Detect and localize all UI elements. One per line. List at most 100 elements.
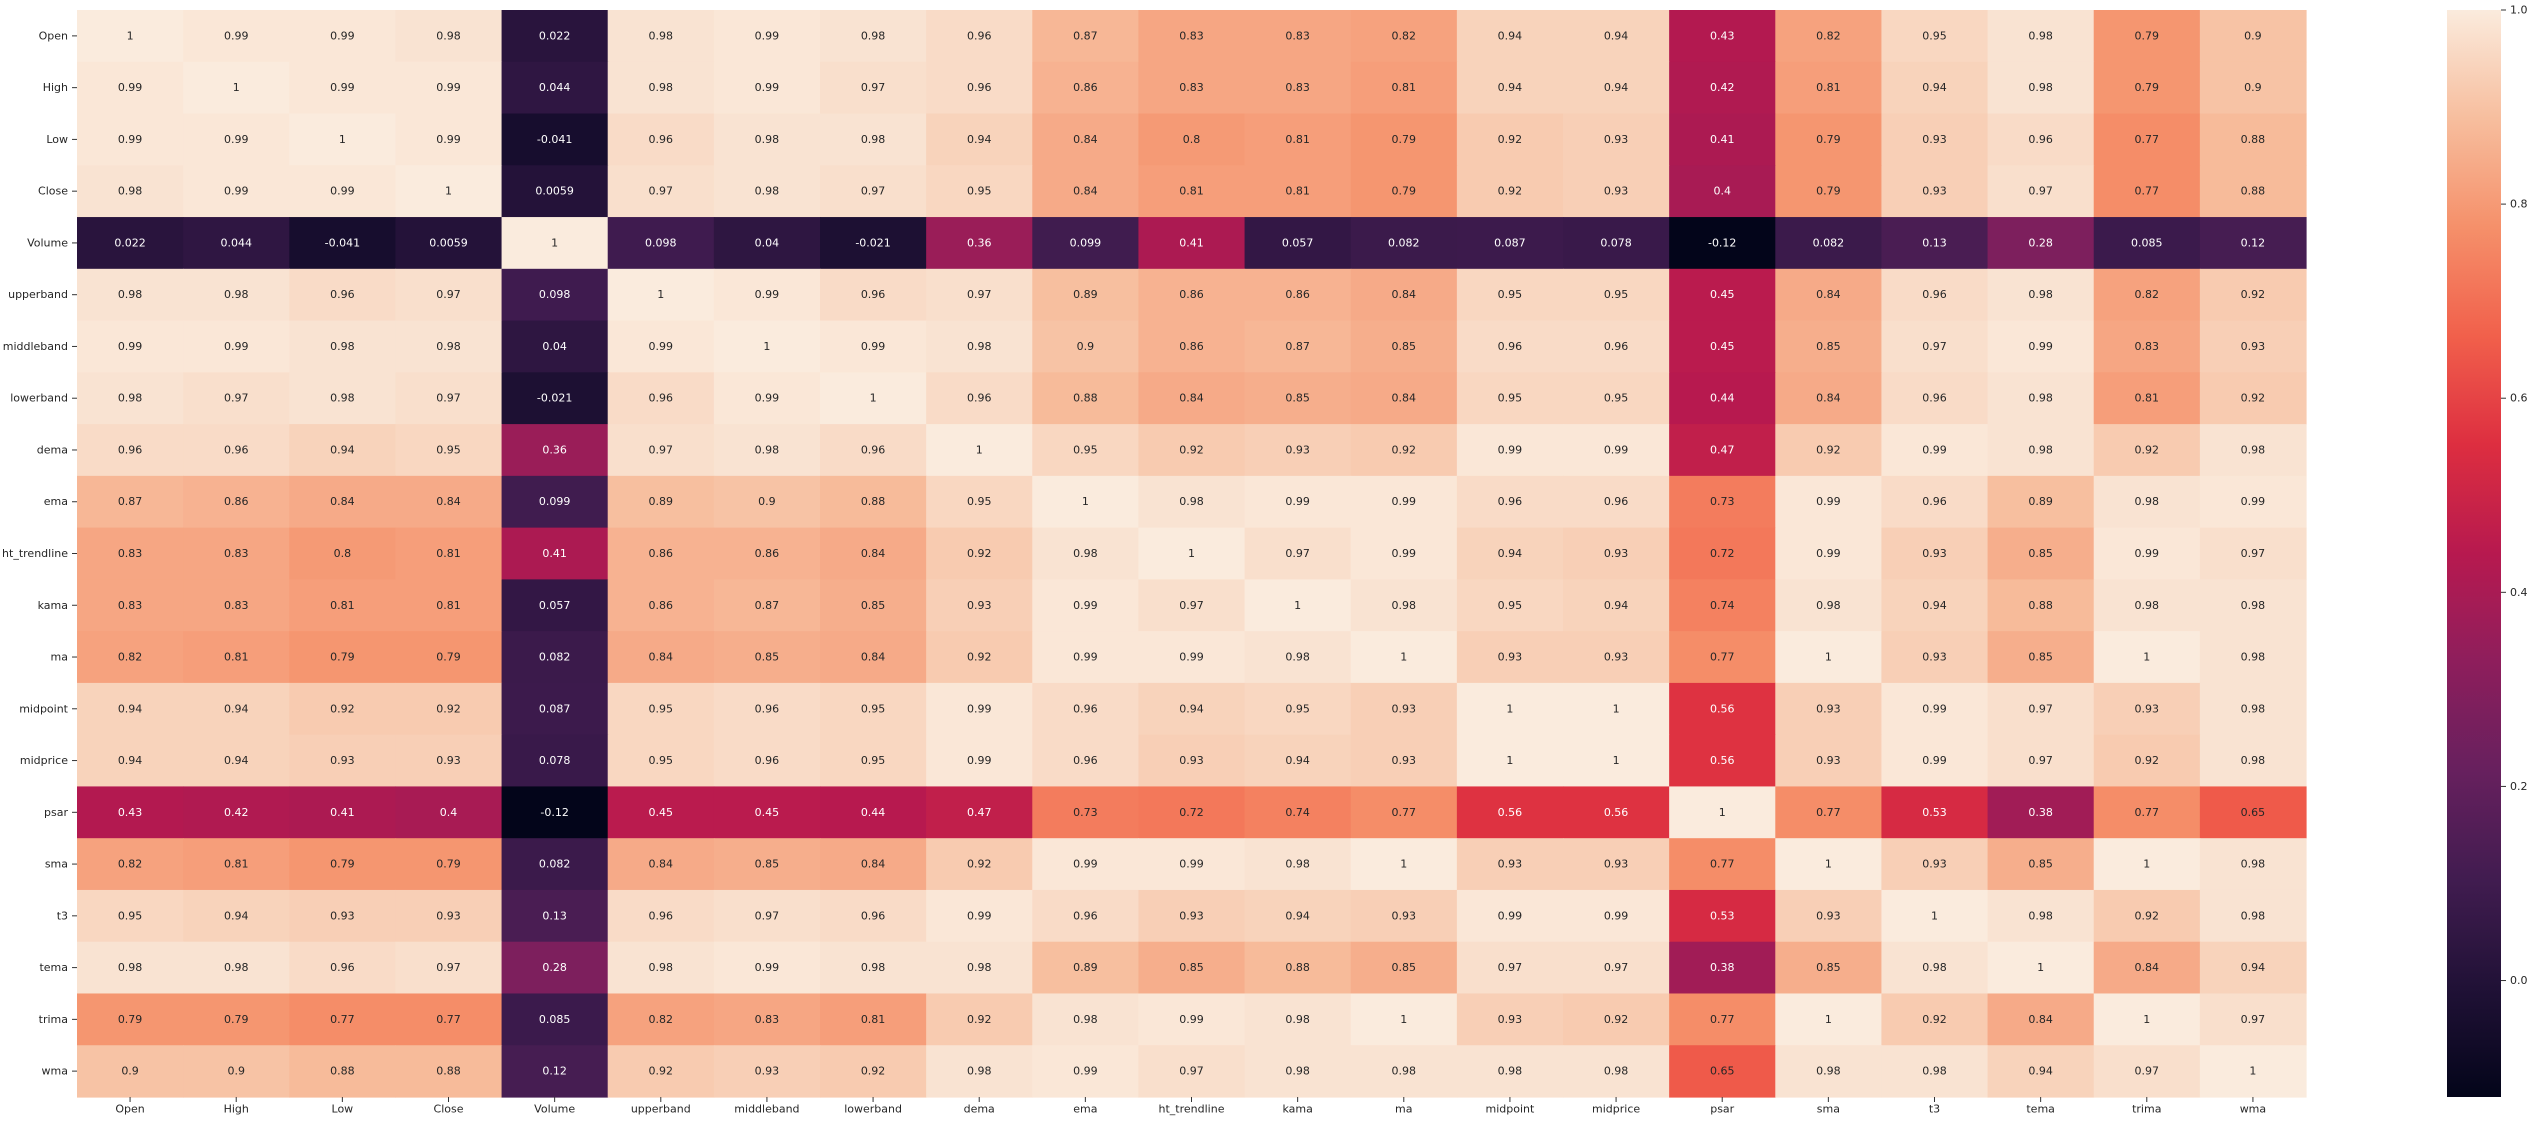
heatmap-cell	[395, 682, 503, 736]
heatmap-cell	[1032, 993, 1140, 1046]
heatmap-cell	[2093, 941, 2201, 995]
cell-annotation: 1	[1613, 754, 1620, 767]
x-tick-label: Volume	[534, 1103, 575, 1116]
heatmap-cell	[2199, 268, 2307, 322]
cell-annotation: 0.97	[1285, 547, 1310, 560]
cell-annotation: 0.77	[1710, 858, 1735, 871]
cell-annotation: 0.98	[1073, 1013, 1098, 1026]
cell-annotation: 1	[1400, 1013, 1407, 1026]
cell-annotation: 0.022	[539, 29, 571, 42]
cell-annotation: 0.82	[649, 1013, 674, 1026]
cell-annotation: 0.85	[2028, 858, 2053, 871]
heatmap-cell	[1775, 579, 1883, 632]
x-tick-label: midprice	[1592, 1103, 1640, 1116]
cell-annotation: 0.082	[539, 858, 571, 871]
cell-annotation: 0.057	[1282, 236, 1314, 249]
cell-annotation: 0.94	[118, 754, 143, 767]
heatmap-cell	[1775, 320, 1883, 373]
cell-annotation: 0.98	[861, 133, 886, 146]
cell-annotation: 0.92	[649, 1065, 674, 1078]
cell-annotation: 1	[1825, 1013, 1832, 1026]
cell-annotation: 0.77	[2135, 806, 2160, 819]
cell-annotation: 0.84	[861, 651, 886, 664]
cell-annotation: 0.65	[2241, 806, 2266, 819]
heatmap-cell	[1987, 165, 2095, 218]
heatmap-cell	[820, 320, 927, 373]
heatmap-cell	[1032, 682, 1140, 736]
cell-annotation: 0.98	[224, 961, 249, 974]
cell-annotation: 0.98	[649, 29, 674, 42]
heatmap-cell	[607, 217, 715, 270]
y-tick-label: Low	[46, 133, 68, 146]
cell-annotation: 0.79	[2135, 29, 2160, 42]
heatmap-cell	[1244, 372, 1352, 425]
cell-annotation: 0.96	[1498, 495, 1523, 508]
heatmap-cell	[1244, 217, 1352, 270]
heatmap-cell	[926, 734, 1033, 788]
cell-annotation: 0.99	[224, 185, 249, 198]
heatmap-cell	[926, 10, 1033, 63]
cell-annotation: 0.99	[224, 340, 249, 353]
cell-annotation: 0.83	[1285, 29, 1310, 42]
cell-annotation: 0.98	[1392, 599, 1417, 612]
cell-annotation: 0.98	[2028, 81, 2053, 94]
heatmap-cell	[1244, 786, 1352, 839]
heatmap-cell	[1563, 993, 1670, 1046]
cell-annotation: 0.99	[1073, 599, 1098, 612]
cell-annotation: 0.9	[2244, 29, 2262, 42]
heatmap-cell	[1456, 682, 1564, 736]
cell-annotation: 0.98	[2028, 29, 2053, 42]
cell-annotation: 1	[976, 443, 983, 456]
cell-annotation: 0.93	[1392, 754, 1417, 767]
heatmap-cell	[1032, 113, 1140, 166]
cell-annotation: 0.98	[224, 288, 249, 301]
cell-annotation: 0.94	[118, 702, 143, 715]
cell-annotation: 0.098	[645, 236, 677, 249]
cell-annotation: 0.98	[2028, 288, 2053, 301]
cell-annotation: 0.92	[1816, 443, 1841, 456]
heatmap-cell	[395, 734, 503, 788]
cell-annotation: 0.099	[539, 495, 571, 508]
heatmap-cell	[1775, 631, 1883, 684]
cell-annotation: 0.45	[1710, 340, 1735, 353]
heatmap-cell	[183, 475, 290, 529]
heatmap-cell	[1350, 475, 1458, 529]
cell-annotation: 0.044	[220, 236, 252, 249]
cell-annotation: 0.95	[1498, 392, 1523, 405]
heatmap-cell	[183, 838, 290, 891]
cell-annotation: 0.99	[1816, 547, 1841, 560]
heatmap-cell	[501, 682, 609, 736]
heatmap-cell	[1350, 1045, 1458, 1098]
heatmap-cell	[1350, 941, 1458, 995]
cell-annotation: 0.95	[649, 754, 674, 767]
heatmap-cell	[77, 217, 184, 270]
heatmap-cell	[2093, 838, 2201, 891]
cell-annotation: 0.53	[1710, 909, 1735, 922]
cell-annotation: 0.98	[1392, 1065, 1417, 1078]
heatmap-cell	[289, 889, 397, 943]
cell-annotation: 0.98	[1922, 1065, 1947, 1078]
cell-annotation: 0.95	[967, 185, 992, 198]
cell-annotation: 0.28	[2028, 236, 2053, 249]
heatmap-cell	[713, 10, 821, 63]
cell-annotation: 0.12	[542, 1065, 567, 1078]
heatmap-cell	[395, 61, 503, 115]
heatmap-cell	[713, 475, 821, 529]
cell-annotation: 0.98	[755, 443, 780, 456]
cell-annotation: 0.85	[755, 651, 780, 664]
cell-annotation: 0.86	[1073, 81, 1098, 94]
cell-annotation: 0.96	[1073, 702, 1098, 715]
heatmap-cell	[1350, 734, 1458, 788]
cell-annotation: 0.74	[1285, 806, 1310, 819]
heatmap-cell	[1244, 320, 1352, 373]
cell-annotation: 0.72	[1710, 547, 1735, 560]
cell-annotation: 0.79	[330, 858, 355, 871]
cell-annotation: 0.96	[755, 754, 780, 767]
cell-annotation: 0.83	[118, 599, 143, 612]
heatmap-cell	[1138, 217, 1246, 270]
cell-annotation: 0.86	[1179, 288, 1204, 301]
heatmap-cell	[1032, 527, 1140, 580]
y-tick-label: dema	[37, 443, 68, 456]
cell-annotation: 0.98	[1816, 1065, 1841, 1078]
